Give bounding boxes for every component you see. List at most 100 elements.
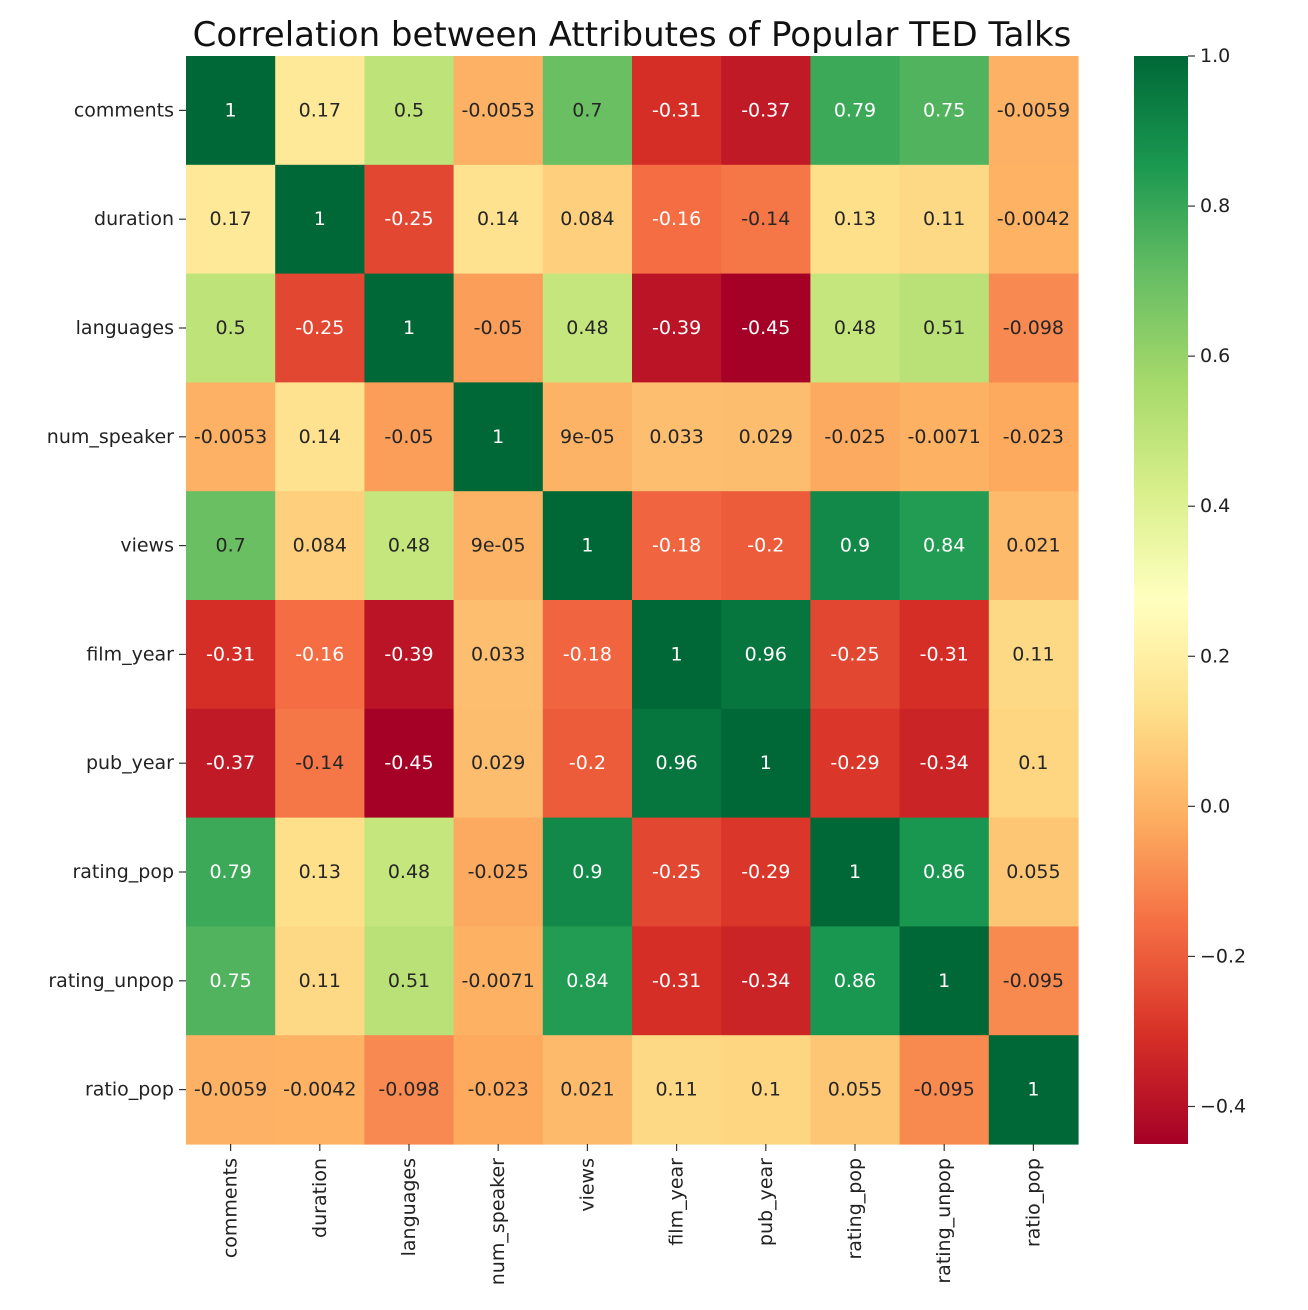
colorbar-tick-label: 1.0 bbox=[1200, 45, 1230, 67]
cell-value-label: 0.96 bbox=[745, 643, 787, 665]
cell-value-label: 0.75 bbox=[209, 970, 251, 992]
cell-value-label: 0.11 bbox=[655, 1079, 697, 1101]
heatmap-cell-languages-rating_pop bbox=[810, 273, 901, 383]
cell-value-label: -0.18 bbox=[652, 535, 701, 557]
heatmap-cell-rating_pop-ratio_pop bbox=[988, 817, 1079, 927]
cell-value-label: 0.51 bbox=[388, 970, 430, 992]
heatmap-cell-views-rating_unpop bbox=[899, 491, 990, 601]
heatmap-cell-comments-film_year bbox=[632, 56, 722, 166]
heatmap-cell-rating_pop-comments bbox=[186, 817, 276, 927]
heatmap-cell-rating_pop-duration bbox=[275, 817, 365, 927]
heatmap-cell-rating_pop-rating_unpop bbox=[899, 817, 990, 927]
heatmap-cell-rating_pop-film_year bbox=[632, 817, 722, 927]
cell-value-label: -0.16 bbox=[652, 208, 701, 230]
heatmap-cell-film_year-rating_unpop bbox=[899, 600, 990, 710]
heatmap-cell-rating_unpop-duration bbox=[275, 926, 365, 1036]
cell-value-label: 0.11 bbox=[299, 970, 341, 992]
row-tick-label-rating_pop: rating_pop bbox=[72, 861, 174, 883]
cell-value-label: -0.0059 bbox=[997, 99, 1070, 121]
heatmap-cell-ratio_pop-views bbox=[542, 1035, 633, 1145]
cell-value-label: -0.0042 bbox=[283, 1079, 356, 1101]
heatmap-cell-duration-languages bbox=[364, 164, 455, 275]
cell-value-label: -0.37 bbox=[741, 99, 790, 121]
heatmap-cell-rating_unpop-num_speaker bbox=[453, 926, 544, 1036]
cell-value-label: -0.095 bbox=[914, 1079, 975, 1101]
heatmap-cell-rating_unpop-comments bbox=[186, 926, 276, 1036]
heatmap-cell-pub_year-film_year bbox=[632, 708, 722, 819]
cell-value-label: -0.39 bbox=[384, 643, 433, 665]
heatmap-cell-film_year-ratio_pop bbox=[988, 600, 1079, 710]
cell-value-label: 0.7 bbox=[572, 99, 602, 121]
cell-value-label: 0.86 bbox=[923, 861, 965, 883]
heatmap-cell-rating_unpop-pub_year bbox=[721, 926, 811, 1036]
cell-value-label: 0.48 bbox=[388, 861, 430, 883]
cell-value-label: 1 bbox=[760, 752, 772, 774]
cell-value-label: -0.2 bbox=[747, 535, 784, 557]
cell-value-label: 0.084 bbox=[293, 535, 347, 557]
cell-value-label: 0.13 bbox=[834, 208, 876, 230]
cell-value-label: 0.021 bbox=[560, 1079, 614, 1101]
column-tick-labels: comments duration languages num_speaker view… bbox=[220, 1144, 1044, 1285]
cell-value-label: -0.37 bbox=[206, 752, 255, 774]
heatmap-cell-languages-languages bbox=[364, 273, 455, 383]
cell-value-label: 9e-05 bbox=[471, 535, 526, 557]
heatmap-cells bbox=[186, 56, 1079, 1145]
heatmap-cell-num_speaker-rating_unpop bbox=[899, 382, 990, 492]
cell-value-label: 0.79 bbox=[834, 99, 876, 121]
cell-value-label: 1 bbox=[1027, 1079, 1039, 1101]
colorbar-tick-label: 0.6 bbox=[1200, 345, 1230, 367]
cell-value-label: -0.095 bbox=[1003, 970, 1064, 992]
colorbar: −0.4 −0.2 0.0 0.2 0.4 0.6 0.8 1.0 bbox=[1134, 45, 1246, 1144]
cell-value-label: -0.05 bbox=[474, 317, 523, 339]
cell-value-label: 0.7 bbox=[215, 535, 245, 557]
heatmap-cell-duration-views bbox=[542, 164, 633, 275]
heatmap-cell-film_year-languages bbox=[364, 600, 455, 710]
heatmap-cell-film_year-num_speaker bbox=[453, 600, 544, 710]
heatmap-cell-film_year-views bbox=[542, 600, 633, 710]
heatmap-cell-rating_pop-views bbox=[542, 817, 633, 927]
heatmap-cell-views-languages bbox=[364, 491, 455, 601]
cell-value-label: -0.34 bbox=[741, 970, 790, 992]
cell-value-label: -0.25 bbox=[652, 861, 701, 883]
column-tick-label-rating_unpop: rating_unpop bbox=[933, 1158, 955, 1284]
cell-value-label: -0.31 bbox=[920, 643, 969, 665]
cell-value-label: -0.14 bbox=[295, 752, 344, 774]
cell-value-label: -0.023 bbox=[468, 1079, 529, 1101]
heatmap-cell-ratio_pop-languages bbox=[364, 1035, 455, 1145]
cell-value-label: 0.11 bbox=[1012, 643, 1054, 665]
heatmap-cell-pub_year-views bbox=[542, 708, 633, 819]
cell-value-label: 0.86 bbox=[834, 970, 876, 992]
colorbar-tick-label: 0.8 bbox=[1200, 195, 1230, 217]
heatmap-cell-num_speaker-views bbox=[542, 382, 633, 492]
colorbar-tick-label: 0.0 bbox=[1200, 795, 1230, 817]
cell-value-label: -0.098 bbox=[378, 1079, 439, 1101]
heatmap-cell-rating_pop-num_speaker bbox=[453, 817, 544, 927]
heatmap-cell-comments-languages bbox=[364, 56, 455, 166]
heatmap-cell-ratio_pop-duration bbox=[275, 1035, 365, 1145]
column-tick-label-ratio_pop: ratio_pop bbox=[1022, 1158, 1044, 1247]
heatmap-cell-pub_year-num_speaker bbox=[453, 708, 544, 819]
cell-value-label: -0.45 bbox=[741, 317, 790, 339]
row-tick-label-rating_unpop: rating_unpop bbox=[48, 970, 174, 992]
colorbar-gradient bbox=[1134, 56, 1188, 1144]
heatmap-cell-languages-film_year bbox=[632, 273, 722, 383]
heatmap-cell-rating_unpop-languages bbox=[364, 926, 455, 1036]
heatmap-cell-languages-comments bbox=[186, 273, 276, 383]
cell-value-label: -0.0059 bbox=[194, 1079, 267, 1101]
heatmap-cell-rating_pop-languages bbox=[364, 817, 455, 927]
cell-value-label: 0.13 bbox=[299, 861, 341, 883]
heatmap-cell-pub_year-duration bbox=[275, 708, 365, 819]
heatmap-cell-ratio_pop-rating_pop bbox=[810, 1035, 901, 1145]
cell-value-label: -0.29 bbox=[830, 752, 879, 774]
cell-value-label: 0.9 bbox=[572, 861, 602, 883]
column-tick-label-film_year: film_year bbox=[666, 1158, 688, 1246]
cell-value-label: 0.5 bbox=[215, 317, 245, 339]
cell-value-label: -0.31 bbox=[652, 970, 701, 992]
heatmap-cell-film_year-duration bbox=[275, 600, 365, 710]
heatmap-cell-views-comments bbox=[186, 491, 276, 601]
heatmap-cell-views-pub_year bbox=[721, 491, 811, 601]
row-tick-labels: comments duration languages num_speakerview… bbox=[47, 99, 186, 1101]
heatmap-cell-film_year-film_year bbox=[632, 600, 722, 710]
cell-value-label: 0.033 bbox=[471, 643, 525, 665]
cell-value-label: 0.17 bbox=[209, 208, 251, 230]
